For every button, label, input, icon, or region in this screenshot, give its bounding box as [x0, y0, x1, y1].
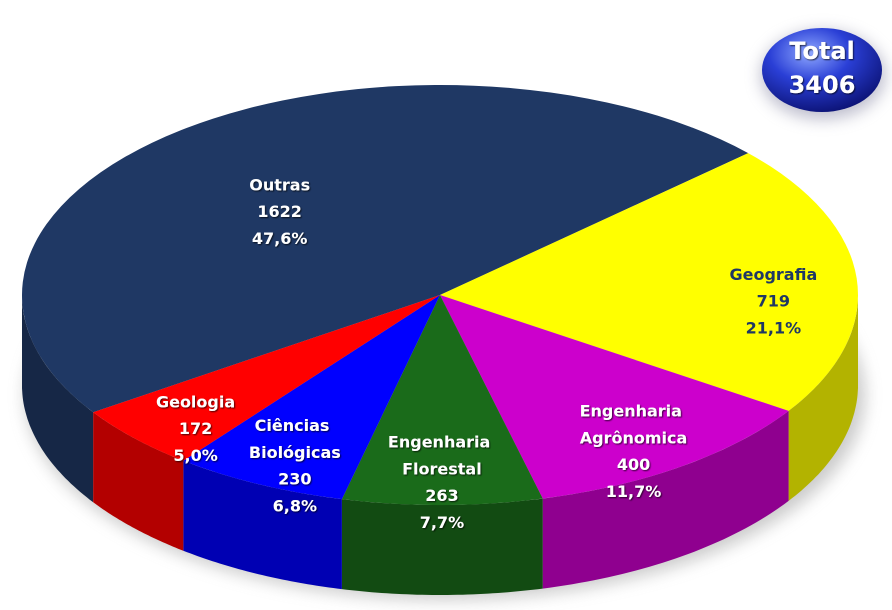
- pie-sides: [22, 295, 858, 595]
- slice: [183, 295, 440, 500]
- slice-side: [22, 295, 94, 503]
- slice-side: [93, 412, 184, 551]
- total-badge: [762, 28, 882, 112]
- slice-value: 263: [425, 486, 458, 505]
- slice-value: 719: [757, 291, 790, 310]
- slice-value: 230: [278, 469, 311, 488]
- slice: [21, 84, 749, 413]
- slice-percent: 11,7%: [606, 482, 662, 501]
- total-label: Total: [789, 37, 855, 65]
- slice-percent: 6,8%: [273, 496, 317, 515]
- slice-value: 1622: [257, 202, 302, 221]
- slice-side: [542, 410, 789, 589]
- slice: [440, 295, 789, 499]
- pie-tops: [21, 84, 858, 506]
- slice-percent: 47,6%: [252, 229, 308, 248]
- slice: [440, 153, 858, 411]
- slice-percent: 21,1%: [746, 318, 802, 337]
- slice-label: Geografia: [729, 264, 817, 283]
- slice-percent: 7,7%: [420, 513, 464, 532]
- slice-value: 400: [617, 455, 650, 474]
- slice-percent: 5,0%: [173, 446, 217, 465]
- slice-label: Outras: [249, 175, 310, 194]
- slice-value: 172: [179, 419, 212, 438]
- slice-label: Geologia: [156, 392, 235, 411]
- slice-label: Engenharia Agrônomica: [580, 401, 688, 447]
- slice-side: [341, 498, 543, 595]
- slice-side: [788, 295, 858, 501]
- slice-side: [183, 460, 342, 590]
- slice: [341, 295, 543, 506]
- slice: [93, 295, 440, 461]
- slice-label: Engenharia Florestal: [388, 432, 496, 478]
- pie-labels: Outras 1622 47,6% Geografia 719 21,1% Engenhar…: [156, 175, 817, 532]
- slice-label: Ciências Biológicas: [249, 415, 341, 461]
- total-value: 3406: [789, 71, 856, 99]
